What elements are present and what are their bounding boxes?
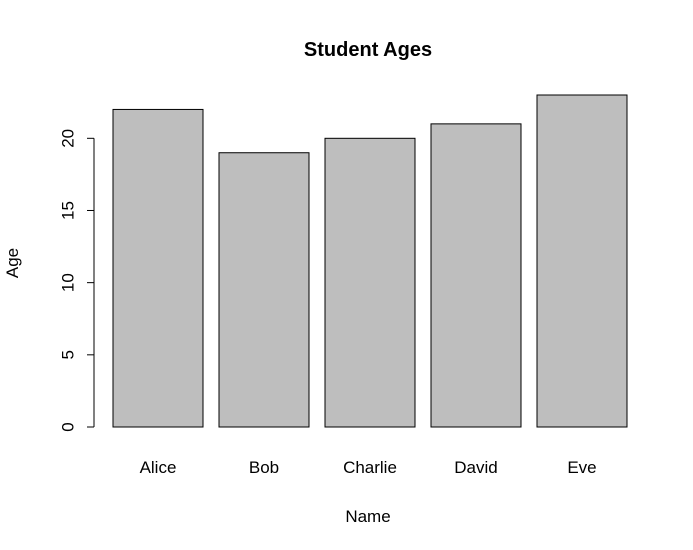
x-tick-label-david: David — [454, 458, 497, 477]
y-tick-label-20: 20 — [59, 129, 78, 148]
bar-bob — [218, 152, 310, 428]
y-tick-label-0: 0 — [59, 422, 78, 431]
y-axis: 0 5 10 15 20 — [59, 129, 95, 432]
y-tick-label-5: 5 — [59, 350, 78, 359]
bar-david — [430, 123, 522, 428]
bar-eve — [536, 94, 628, 428]
bar-charlie — [324, 137, 416, 428]
y-axis-label: Age — [3, 248, 22, 278]
y-tick-label-15: 15 — [59, 201, 78, 220]
chart-title: Student Ages — [304, 39, 432, 61]
x-tick-label-alice: Alice — [140, 458, 177, 477]
x-axis-label: Name — [345, 507, 390, 526]
x-tick-label-bob: Bob — [249, 458, 279, 477]
y-ticks: 0 5 10 15 20 — [59, 129, 94, 432]
bar-alice — [112, 108, 204, 428]
bars — [112, 94, 628, 428]
x-tick-label-eve: Eve — [567, 458, 596, 477]
y-tick-label-10: 10 — [59, 273, 78, 292]
x-tick-labels: Alice Bob Charlie David Eve — [140, 458, 597, 477]
x-tick-label-charlie: Charlie — [343, 458, 397, 477]
